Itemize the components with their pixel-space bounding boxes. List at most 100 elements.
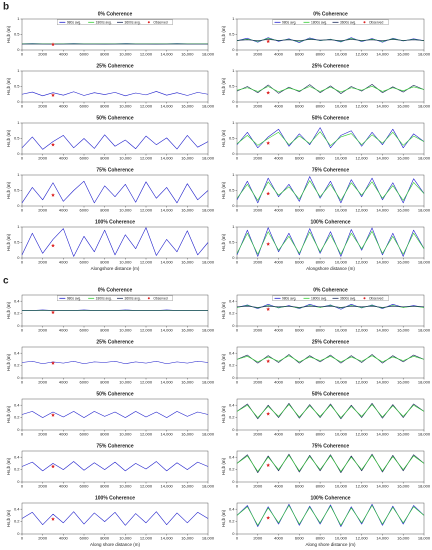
plot-frame [21, 502, 209, 535]
y-axis-label: Hs,b (m) [221, 457, 226, 475]
x-tick-label: 8000 [100, 328, 110, 333]
y-tick-label: 0.4 [14, 454, 20, 459]
y-axis-label: Hs,b (m) [6, 181, 11, 199]
x-tick-label: 18,000 [202, 260, 215, 265]
legend-label: 980s avg. [282, 20, 296, 24]
x-tick-label: 4000 [274, 536, 284, 541]
x-tick-label: 6000 [80, 380, 90, 385]
legend-label: 3600s avg. [125, 20, 141, 24]
y-tick-label: 0 [232, 323, 235, 328]
x-tick-label: 0 [21, 156, 24, 161]
x-tick-label: 16,000 [397, 432, 410, 437]
x-tick-label: 0 [21, 484, 24, 489]
x-tick-label: 0 [21, 52, 24, 57]
x-tick-label: 0 [236, 380, 239, 385]
x-tick-label: 14,000 [161, 484, 174, 489]
x-tick-label: 4000 [274, 104, 284, 109]
x-tick-label: 4000 [274, 208, 284, 213]
x-tick-label: 18,000 [418, 156, 431, 161]
x-tick-label: 6000 [295, 484, 305, 489]
x-tick-label: 14,000 [161, 104, 174, 109]
series-line [236, 131, 425, 146]
x-tick-label: 6000 [80, 260, 90, 265]
legend-label: 3600s avg. [340, 20, 356, 24]
x-tick-label: 12,000 [140, 104, 153, 109]
y-axis-label: Hs,b (m) [221, 77, 226, 95]
x-tick-label: 14,000 [161, 536, 174, 541]
observed-point [51, 413, 55, 417]
series-line [21, 511, 209, 526]
series-line [236, 355, 425, 363]
x-tick-label: 14,000 [161, 432, 174, 437]
x-tick-label: 12,000 [356, 484, 369, 489]
x-tick-label: 12,000 [356, 260, 369, 265]
x-tick-label: 14,000 [376, 536, 389, 541]
x-tick-label: 2000 [253, 104, 263, 109]
x-tick-label: 8000 [316, 52, 326, 57]
series-line [236, 305, 425, 308]
panel-label: b [3, 2, 9, 13]
x-tick-label: 0 [21, 432, 24, 437]
y-tick-label: 0 [232, 531, 235, 536]
panel-title: 100% Coherence [310, 495, 350, 501]
y-tick-label: 0.4 [229, 506, 235, 511]
observed-point [51, 517, 55, 521]
series-line [236, 85, 425, 93]
x-tick-label: 6000 [295, 260, 305, 265]
observed-point [266, 141, 271, 145]
x-tick-label: 4000 [274, 484, 284, 489]
series-line [236, 505, 425, 526]
x-tick-label: 16,000 [181, 104, 194, 109]
x-tick-label: 12,000 [140, 208, 153, 213]
x-tick-label: 12,000 [356, 208, 369, 213]
observed-point [266, 463, 271, 467]
x-tick-label: 4000 [274, 156, 284, 161]
y-tick-label: 0 [232, 375, 235, 380]
x-tick-label: 10,000 [335, 536, 348, 541]
y-tick-label: 0.4 [14, 402, 20, 407]
x-tick-label: 10,000 [335, 484, 348, 489]
series-line [236, 404, 425, 418]
x-tick-label: 12,000 [356, 156, 369, 161]
panel-title: 100% Coherence [95, 219, 135, 225]
y-tick-label: 0 [232, 47, 235, 52]
x-tick-label: 12,000 [356, 104, 369, 109]
x-tick-label: 10,000 [119, 156, 132, 161]
x-tick-label: 2000 [253, 260, 263, 265]
y-tick-label: 0 [17, 531, 20, 536]
series-line [236, 403, 425, 420]
x-tick-label: 18,000 [418, 484, 431, 489]
x-tick-label: 16,000 [397, 536, 410, 541]
x-tick-label: 2000 [38, 52, 48, 57]
observed-point [266, 359, 271, 363]
y-axis-label: Hs,b (m) [6, 25, 11, 43]
x-tick-label: 12,000 [140, 52, 153, 57]
series-line [236, 39, 425, 41]
x-tick-label: 0 [236, 432, 239, 437]
legend-label: Observed [153, 296, 167, 300]
x-tick-label: 0 [21, 380, 24, 385]
panel-title: 75% Coherence [96, 167, 133, 173]
x-tick-label: 18,000 [202, 328, 215, 333]
x-tick-label: 6000 [295, 208, 305, 213]
legend-label: Observed [369, 20, 383, 24]
x-tick-label: 2000 [253, 536, 263, 541]
y-axis-label: Hs,b (m) [221, 353, 226, 371]
x-tick-label: 16,000 [181, 380, 194, 385]
x-tick-label: 8000 [100, 380, 110, 385]
x-tick-label: 4000 [59, 156, 69, 161]
series-line [236, 84, 425, 94]
y-tick-label: 0.2 [14, 415, 20, 420]
x-tick-label: 6000 [295, 328, 305, 333]
y-axis-label: Hs,b (m) [221, 509, 226, 527]
x-tick-label: 18,000 [418, 208, 431, 213]
plot-frame [21, 174, 209, 207]
x-tick-label: 0 [21, 104, 24, 109]
x-tick-label: 2000 [253, 432, 263, 437]
y-tick-label: 0.2 [14, 311, 20, 316]
legend-label: 980s avg. [67, 20, 81, 24]
plot-frame [236, 122, 425, 155]
x-tick-label: 12,000 [140, 156, 153, 161]
y-tick-label: 1 [232, 68, 235, 73]
observed-point [266, 39, 271, 43]
